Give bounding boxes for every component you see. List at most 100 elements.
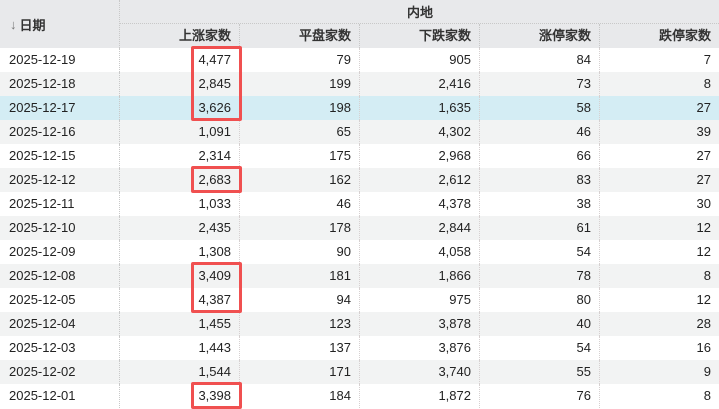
date-cell: 2025-12-19 — [0, 48, 120, 72]
table-row[interactable]: 2025-12-10 2,435 178 2,844 61 12 — [0, 216, 719, 240]
table-row[interactable]: 2025-12-16 1,091 65 4,302 46 39 — [0, 120, 719, 144]
up-count-cell: 2,845 — [120, 72, 240, 96]
flat-count-cell: 178 — [240, 216, 360, 240]
up-count-cell: 2,435 — [120, 216, 240, 240]
limit-up-count-cell: 38 — [480, 192, 600, 216]
down-count-cell: 1,872 — [360, 384, 480, 408]
up-count-cell: 1,308 — [120, 240, 240, 264]
limit-up-count-cell: 84 — [480, 48, 600, 72]
date-cell: 2025-12-17 — [0, 96, 120, 120]
flat-count-cell: 171 — [240, 360, 360, 384]
column-header-down-count[interactable]: 下跌家数 — [360, 24, 480, 48]
limit-down-count-cell: 8 — [703, 388, 711, 403]
flat-count-cell: 137 — [240, 336, 360, 360]
up-count-cell: 1,091 — [120, 120, 240, 144]
up-count-cell: 2,314 — [120, 144, 240, 168]
arrow-down-icon: ↓ — [10, 16, 17, 32]
up-count-cell: 4,477 — [120, 48, 240, 72]
flat-count-cell: 123 — [240, 312, 360, 336]
down-count-cell: 1,635 — [360, 96, 480, 120]
limit-up-count-cell: 73 — [480, 72, 600, 96]
table-row[interactable]: 2025-12-08 3,409 181 1,866 78 8 — [0, 264, 719, 288]
limit-up-count-cell: 76 — [480, 384, 600, 408]
down-count-cell: 3,740 — [360, 360, 480, 384]
table-row[interactable]: 2025-12-11 1,033 46 4,378 38 30 — [0, 192, 719, 216]
limit-up-count-cell: 46 — [480, 120, 600, 144]
table-row[interactable]: 2025-12-17 3,626 198 1,635 58 27 — [0, 96, 719, 120]
limit-down-count-cell: 8 — [703, 76, 711, 91]
flat-count-cell: 79 — [240, 48, 360, 72]
down-count-cell: 1,866 — [360, 264, 480, 288]
date-cell: 2025-12-09 — [0, 240, 120, 264]
limit-up-count-cell: 80 — [480, 288, 600, 312]
limit-up-count-cell: 55 — [480, 360, 600, 384]
limit-down-count-cell: 7 — [703, 52, 711, 67]
limit-up-count-cell: 58 — [480, 96, 600, 120]
down-count-cell: 905 — [360, 48, 480, 72]
table-row[interactable]: 2025-12-04 1,455 123 3,878 40 28 — [0, 312, 719, 336]
down-count-cell: 975 — [360, 288, 480, 312]
table-row[interactable]: 2025-12-03 1,443 137 3,876 54 16 — [0, 336, 719, 360]
flat-count-cell: 175 — [240, 144, 360, 168]
up-count-cell: 1,455 — [120, 312, 240, 336]
column-header-up-count[interactable]: 上涨家数 — [120, 24, 240, 48]
flat-count-cell: 162 — [240, 168, 360, 192]
limit-up-count-cell: 40 — [480, 312, 600, 336]
down-count-cell: 4,058 — [360, 240, 480, 264]
down-count-cell: 2,416 — [360, 72, 480, 96]
down-count-cell: 3,878 — [360, 312, 480, 336]
limit-down-count-cell: 12 — [696, 244, 711, 259]
flat-count-cell: 65 — [240, 120, 360, 144]
down-count-cell: 2,968 — [360, 144, 480, 168]
limit-down-count-cell: 27 — [696, 100, 711, 115]
date-cell: 2025-12-15 — [0, 144, 120, 168]
table-row[interactable]: 2025-12-05 4,387 94 975 80 12 — [0, 288, 719, 312]
date-cell: 2025-12-05 — [0, 288, 120, 312]
date-cell: 2025-12-03 — [0, 336, 120, 360]
up-count-cell: 3,409 — [120, 264, 240, 288]
table-row[interactable]: 2025-12-01 3,398 184 1,872 76 8 — [0, 384, 719, 408]
date-cell: 2025-12-04 — [0, 312, 120, 336]
column-header-limit-down-count[interactable]: 跌停家数 — [658, 28, 711, 43]
column-header-limit-up-count[interactable]: 涨停家数 — [480, 24, 600, 48]
up-count-cell: 2,683 — [120, 168, 240, 192]
date-cell: 2025-12-08 — [0, 264, 120, 288]
limit-down-count-cell: 9 — [703, 364, 711, 379]
flat-count-cell: 184 — [240, 384, 360, 408]
table-row[interactable]: 2025-12-12 2,683 162 2,612 83 27 — [0, 168, 719, 192]
limit-down-count-cell: 12 — [696, 292, 711, 307]
down-count-cell: 4,378 — [360, 192, 480, 216]
limit-up-count-cell: 54 — [480, 336, 600, 360]
date-cell: 2025-12-18 — [0, 72, 120, 96]
table-row[interactable]: 2025-12-19 4,477 79 905 84 7 — [0, 48, 719, 72]
limit-down-count-cell: 27 — [696, 172, 711, 187]
column-header-flat-count[interactable]: 平盘家数 — [240, 24, 360, 48]
date-cell: 2025-12-10 — [0, 216, 120, 240]
flat-count-cell: 90 — [240, 240, 360, 264]
down-count-cell: 2,844 — [360, 216, 480, 240]
up-count-cell: 1,443 — [120, 336, 240, 360]
limit-down-count-cell: 27 — [696, 148, 711, 163]
table-row[interactable]: 2025-12-18 2,845 199 2,416 73 8 — [0, 72, 719, 96]
limit-up-count-cell: 83 — [480, 168, 600, 192]
down-count-cell: 2,612 — [360, 168, 480, 192]
date-column-header[interactable]: ↓ 日期 — [0, 0, 120, 48]
up-count-cell: 1,033 — [120, 192, 240, 216]
table-row[interactable]: 2025-12-02 1,544 171 3,740 55 9 — [0, 360, 719, 384]
date-cell: 2025-12-16 — [0, 120, 120, 144]
flat-count-cell: 199 — [240, 72, 360, 96]
date-cell: 2025-12-02 — [0, 360, 120, 384]
table-row[interactable]: 2025-12-15 2,314 175 2,968 66 27 — [0, 144, 719, 168]
table-row[interactable]: 2025-12-09 1,308 90 4,058 54 12 — [0, 240, 719, 264]
limit-up-count-cell: 78 — [480, 264, 600, 288]
limit-down-count-cell: 12 — [696, 220, 711, 235]
date-cell: 2025-12-01 — [0, 384, 120, 408]
limit-down-count-cell: 28 — [696, 316, 711, 331]
limit-down-count-cell: 8 — [703, 268, 711, 283]
flat-count-cell: 181 — [240, 264, 360, 288]
up-count-cell: 3,626 — [120, 96, 240, 120]
table-header: ↓ 日期 内地 上涨家数 平盘家数 下跌家数 涨停家数 跌停家数 — [0, 0, 719, 48]
flat-count-cell: 198 — [240, 96, 360, 120]
limit-up-count-cell: 54 — [480, 240, 600, 264]
flat-count-cell: 46 — [240, 192, 360, 216]
